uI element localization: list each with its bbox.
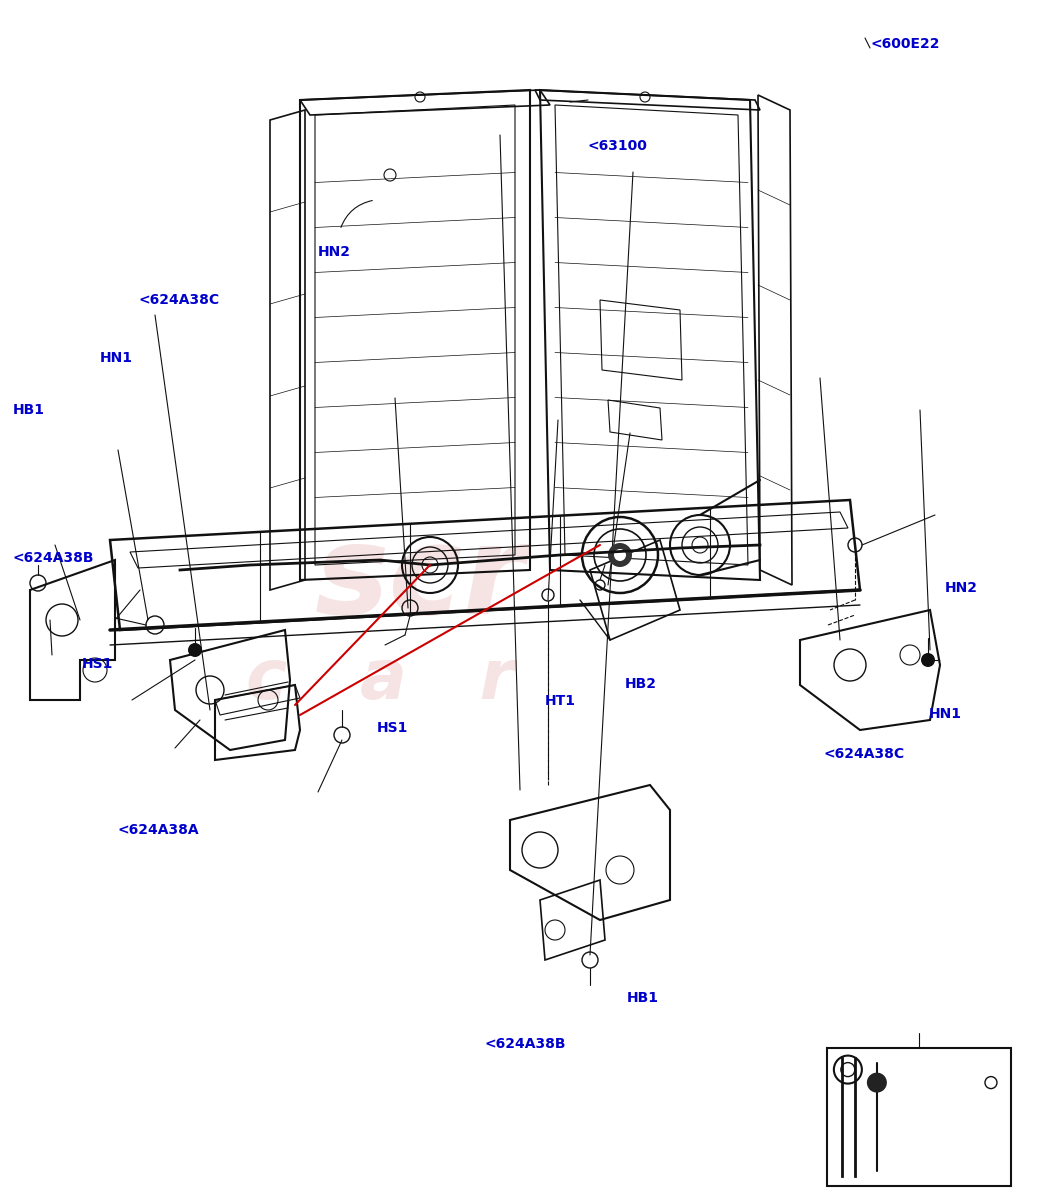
Text: HN2: HN2	[945, 581, 977, 595]
Text: HS1: HS1	[82, 656, 114, 671]
Circle shape	[920, 653, 935, 667]
Text: <624A38C: <624A38C	[139, 293, 220, 307]
Text: HB1: HB1	[13, 403, 44, 418]
Text: HB2: HB2	[625, 677, 656, 691]
Circle shape	[867, 1073, 887, 1092]
Text: HS1: HS1	[377, 721, 408, 736]
Text: <63100: <63100	[587, 139, 647, 154]
Text: <624A38C: <624A38C	[824, 746, 905, 761]
Text: HN2: HN2	[318, 245, 350, 259]
Circle shape	[608, 542, 632, 566]
Text: scr: scr	[315, 520, 525, 641]
Text: HT1: HT1	[545, 694, 575, 708]
Text: c   a   r: c a r	[246, 647, 514, 714]
Circle shape	[188, 643, 202, 658]
Circle shape	[614, 550, 626, 560]
Text: HB1: HB1	[627, 991, 659, 1006]
Text: <600E22: <600E22	[870, 37, 939, 52]
Text: HN1: HN1	[929, 707, 962, 721]
Text: <624A38B: <624A38B	[485, 1037, 566, 1051]
Bar	[827, 1048, 1011, 1186]
Text: HN1: HN1	[100, 350, 133, 365]
Text: <624A38A: <624A38A	[118, 823, 200, 838]
Text: <624A38B: <624A38B	[13, 551, 94, 565]
